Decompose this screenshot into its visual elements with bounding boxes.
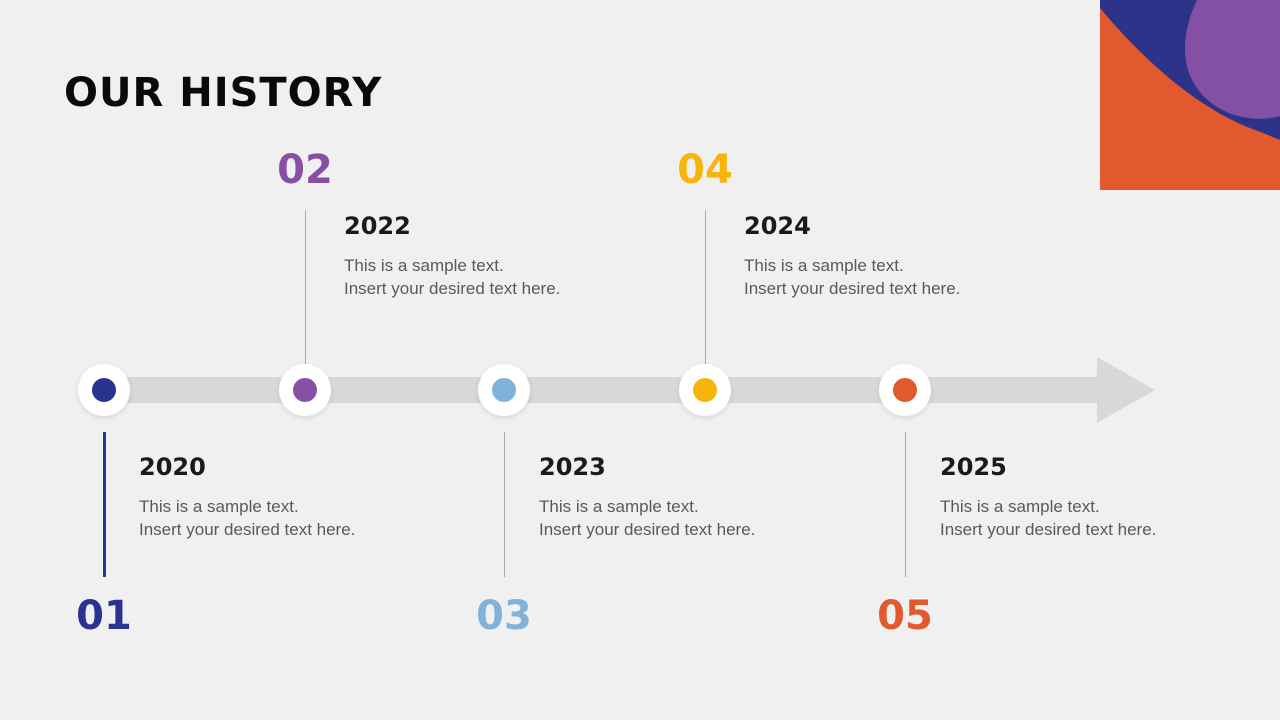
entry-description-02: This is a sample text. Insert your desire… bbox=[344, 254, 674, 300]
entry-desc-line2-03: Insert your desired text here. bbox=[539, 520, 756, 539]
entry-connector-line-03 bbox=[504, 432, 505, 577]
entry-text-block-04: 2024 This is a sample text. Insert your de… bbox=[744, 211, 1074, 300]
timeline-dot-02 bbox=[293, 378, 317, 402]
entry-year-01: 2020 bbox=[139, 453, 206, 481]
entry-desc-line1-05: This is a sample text. bbox=[940, 497, 1100, 516]
entry-text-block-02: 2022 This is a sample text. Insert your de… bbox=[344, 211, 674, 300]
entry-desc-line2-01: Insert your desired text here. bbox=[139, 520, 356, 539]
entry-description-03: This is a sample text. Insert your desire… bbox=[539, 495, 869, 541]
timeline-bar bbox=[104, 377, 1097, 403]
entry-number-01: 01 bbox=[76, 593, 132, 639]
timeline-dot-05 bbox=[893, 378, 917, 402]
entry-desc-line2-05: Insert your desired text here. bbox=[940, 520, 1157, 539]
entry-connector-line-05 bbox=[905, 432, 906, 577]
entry-number-03: 03 bbox=[476, 593, 532, 639]
entry-number-04: 04 bbox=[677, 147, 733, 193]
entry-year-02: 2022 bbox=[344, 212, 411, 240]
timeline-marker-04 bbox=[679, 364, 731, 416]
timeline-dot-03 bbox=[492, 378, 516, 402]
timeline-marker-01 bbox=[78, 364, 130, 416]
entry-text-block-05: 2025 This is a sample text. Insert your de… bbox=[940, 452, 1270, 541]
entry-connector-line-04 bbox=[705, 210, 706, 364]
entry-number-02: 02 bbox=[277, 147, 333, 193]
entry-desc-line1-04: This is a sample text. bbox=[744, 256, 904, 275]
entry-desc-line2-04: Insert your desired text here. bbox=[744, 279, 961, 298]
timeline-marker-05 bbox=[879, 364, 931, 416]
timeline-dot-01 bbox=[92, 378, 116, 402]
entry-text-block-03: 2023 This is a sample text. Insert your de… bbox=[539, 452, 869, 541]
entry-desc-line1-03: This is a sample text. bbox=[539, 497, 699, 516]
entry-desc-line1-01: This is a sample text. bbox=[139, 497, 299, 516]
timeline-arrow-head-icon bbox=[1097, 357, 1155, 423]
timeline-marker-03 bbox=[478, 364, 530, 416]
decor-purple-blob bbox=[1184, 0, 1280, 119]
entry-number-05: 05 bbox=[877, 593, 933, 639]
entry-year-03: 2023 bbox=[539, 453, 606, 481]
timeline-dot-04 bbox=[693, 378, 717, 402]
entry-connector-line-02 bbox=[305, 210, 306, 364]
entry-year-04: 2024 bbox=[744, 212, 811, 240]
page-title: OUR HISTORY bbox=[64, 69, 383, 116]
entry-text-block-01: 2020 This is a sample text. Insert your de… bbox=[139, 452, 469, 541]
entry-description-04: This is a sample text. Insert your desire… bbox=[744, 254, 1074, 300]
timeline-marker-02 bbox=[279, 364, 331, 416]
entry-connector-line-01 bbox=[102, 432, 106, 577]
entry-description-01: This is a sample text. Insert your desire… bbox=[139, 495, 469, 541]
entry-year-05: 2025 bbox=[940, 453, 1007, 481]
entry-desc-line2-02: Insert your desired text here. bbox=[344, 279, 561, 298]
corner-decor-graphic bbox=[1100, 0, 1280, 190]
entry-description-05: This is a sample text. Insert your desire… bbox=[940, 495, 1270, 541]
entry-desc-line1-02: This is a sample text. bbox=[344, 256, 504, 275]
